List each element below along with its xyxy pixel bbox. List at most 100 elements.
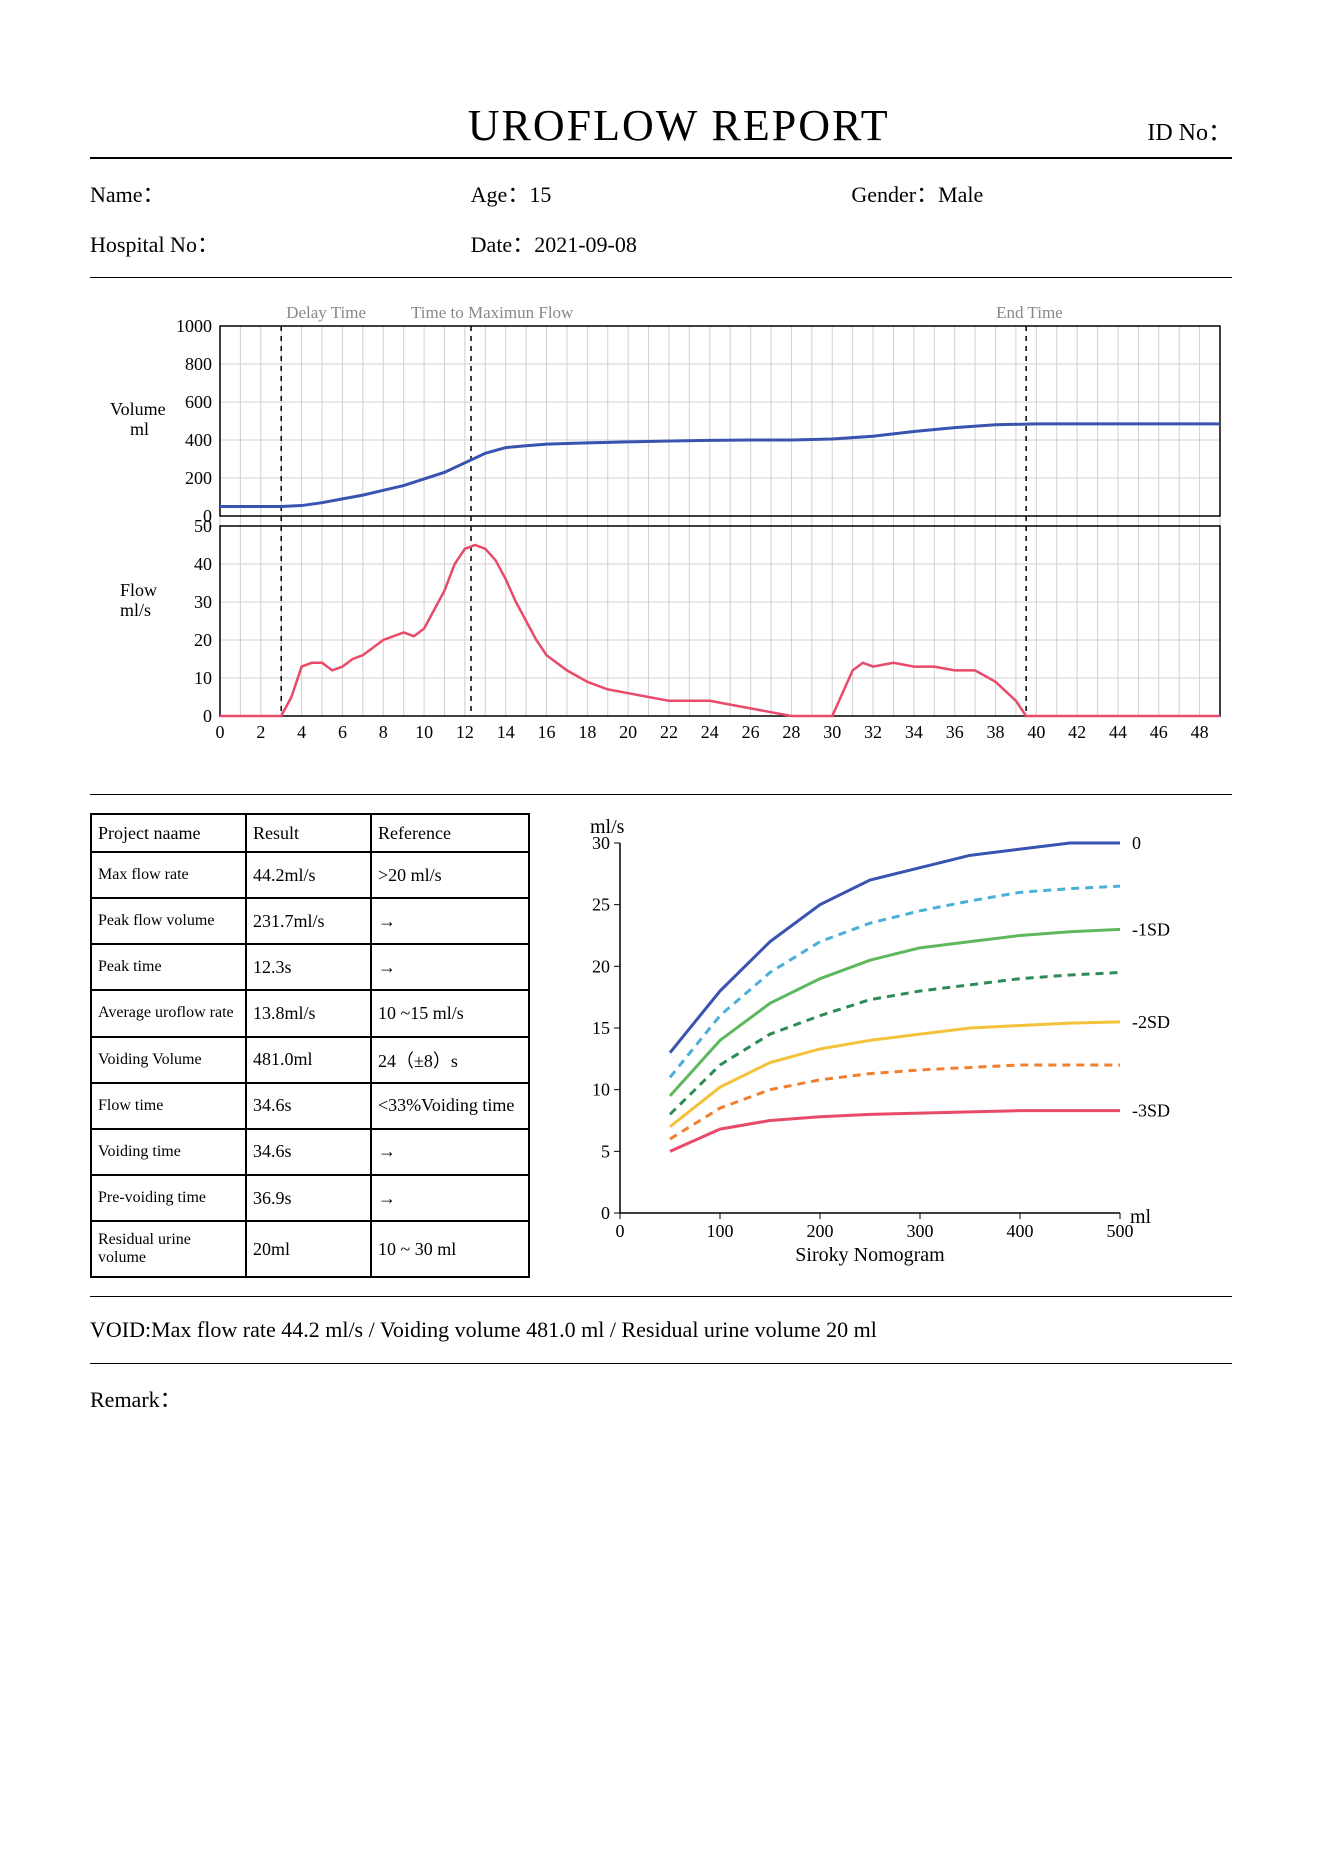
- svg-text:-2SD: -2SD: [1132, 1012, 1170, 1032]
- table-header: Result: [246, 814, 371, 852]
- table-cell: Voiding Volume: [91, 1037, 246, 1083]
- gender-label: Gender：: [851, 182, 938, 207]
- svg-text:25: 25: [592, 895, 610, 915]
- svg-text:ml: ml: [1130, 1206, 1152, 1228]
- svg-text:50: 50: [194, 516, 212, 536]
- svg-text:30: 30: [194, 592, 212, 612]
- table-cell: 20ml: [246, 1221, 371, 1277]
- svg-text:10: 10: [194, 668, 212, 688]
- age-label: Age：: [471, 182, 530, 207]
- svg-text:40: 40: [194, 554, 212, 574]
- table-cell: Voiding time: [91, 1129, 246, 1175]
- svg-text:-1SD: -1SD: [1132, 919, 1170, 939]
- results-table: Project naameResultReference Max flow ra…: [90, 813, 530, 1278]
- table-cell: 10 ~ 30 ml: [371, 1221, 529, 1277]
- table-cell: 231.7ml/s: [246, 898, 371, 944]
- table-row: Average uroflow rate13.8ml/s10 ~15 ml/s: [91, 990, 529, 1036]
- svg-text:ml/s: ml/s: [590, 816, 625, 838]
- table-row: Residual urine volume20ml10 ~ 30 ml: [91, 1221, 529, 1277]
- svg-text:ml/s: ml/s: [120, 600, 151, 620]
- table-cell: Peak time: [91, 944, 246, 990]
- table-cell: Max flow rate: [91, 852, 246, 898]
- table-row: Voiding time34.6s→: [91, 1129, 529, 1175]
- svg-text:22: 22: [660, 722, 678, 742]
- table-cell: <33%Voiding time: [371, 1083, 529, 1129]
- svg-text:16: 16: [538, 722, 556, 742]
- report-title: UROFLOW REPORT: [210, 100, 1147, 151]
- divider: [90, 157, 1232, 159]
- svg-text:36: 36: [946, 722, 964, 742]
- table-header: Project naame: [91, 814, 246, 852]
- divider: [90, 1363, 1232, 1364]
- svg-text:ml: ml: [130, 419, 149, 439]
- svg-text:0: 0: [601, 1203, 610, 1223]
- table-cell: Residual urine volume: [91, 1221, 246, 1277]
- id-no-label: ID No：: [1147, 112, 1232, 151]
- svg-text:10: 10: [592, 1080, 610, 1100]
- table-cell: 44.2ml/s: [246, 852, 371, 898]
- table-cell: Pre-voiding time: [91, 1175, 246, 1221]
- table-cell: 12.3s: [246, 944, 371, 990]
- age-value: 15: [529, 182, 551, 207]
- table-row: Max flow rate44.2ml/s>20 ml/s: [91, 852, 529, 898]
- svg-text:20: 20: [592, 956, 610, 976]
- hospital-label: Hospital No：: [90, 232, 219, 257]
- date-value: 2021-09-08: [534, 232, 637, 257]
- table-cell: 34.6s: [246, 1083, 371, 1129]
- table-cell: →: [371, 898, 529, 944]
- svg-text:300: 300: [907, 1221, 934, 1241]
- svg-text:Flow: Flow: [120, 580, 157, 600]
- svg-text:800: 800: [185, 354, 212, 374]
- table-cell: →: [371, 944, 529, 990]
- siroky-nomogram: 0510152025300100200300400500ml/smlSiroky…: [560, 813, 1232, 1278]
- svg-text:400: 400: [185, 430, 212, 450]
- svg-text:-3SD: -3SD: [1132, 1101, 1170, 1121]
- svg-text:100: 100: [707, 1221, 734, 1241]
- svg-text:12: 12: [456, 722, 474, 742]
- svg-text:Volume: Volume: [110, 399, 166, 419]
- svg-text:5: 5: [601, 1141, 610, 1161]
- svg-text:40: 40: [1027, 722, 1045, 742]
- svg-text:6: 6: [338, 722, 347, 742]
- svg-text:0: 0: [203, 706, 212, 726]
- svg-text:24: 24: [701, 722, 719, 742]
- table-cell: 34.6s: [246, 1129, 371, 1175]
- table-cell: >20 ml/s: [371, 852, 529, 898]
- svg-text:End Time: End Time: [996, 303, 1063, 322]
- svg-text:1000: 1000: [176, 316, 212, 336]
- svg-text:20: 20: [194, 630, 212, 650]
- svg-text:15: 15: [592, 1018, 610, 1038]
- uroflow-chart: 0246810121416182022242628303234363840424…: [90, 296, 1232, 776]
- table-cell: 24（±8）s: [371, 1037, 529, 1083]
- table-cell: →: [371, 1175, 529, 1221]
- table-cell: Average uroflow rate: [91, 990, 246, 1036]
- date-label: Date：: [471, 232, 535, 257]
- name-label: Name：: [90, 182, 165, 207]
- svg-text:42: 42: [1068, 722, 1086, 742]
- svg-text:0: 0: [616, 1221, 625, 1241]
- remark-label: Remark：: [90, 1382, 1232, 1414]
- table-cell: 10 ~15 ml/s: [371, 990, 529, 1036]
- svg-text:46: 46: [1150, 722, 1168, 742]
- svg-text:34: 34: [905, 722, 923, 742]
- svg-text:2: 2: [256, 722, 265, 742]
- table-row: Peak flow volume231.7ml/s→: [91, 898, 529, 944]
- table-cell: Flow time: [91, 1083, 246, 1129]
- svg-text:Siroky Nomogram: Siroky Nomogram: [795, 1244, 945, 1266]
- svg-text:0: 0: [1132, 833, 1141, 853]
- svg-text:Time to Maximun Flow: Time to Maximun Flow: [411, 303, 574, 322]
- svg-text:10: 10: [415, 722, 433, 742]
- table-row: Pre-voiding time36.9s→: [91, 1175, 529, 1221]
- svg-text:200: 200: [185, 468, 212, 488]
- svg-text:28: 28: [782, 722, 800, 742]
- table-cell: 13.8ml/s: [246, 990, 371, 1036]
- svg-text:4: 4: [297, 722, 306, 742]
- table-cell: Peak flow volume: [91, 898, 246, 944]
- divider: [90, 794, 1232, 795]
- svg-text:400: 400: [1007, 1221, 1034, 1241]
- svg-text:38: 38: [987, 722, 1005, 742]
- gender-value: Male: [938, 182, 983, 207]
- table-cell: 481.0ml: [246, 1037, 371, 1083]
- svg-text:20: 20: [619, 722, 637, 742]
- svg-text:44: 44: [1109, 722, 1127, 742]
